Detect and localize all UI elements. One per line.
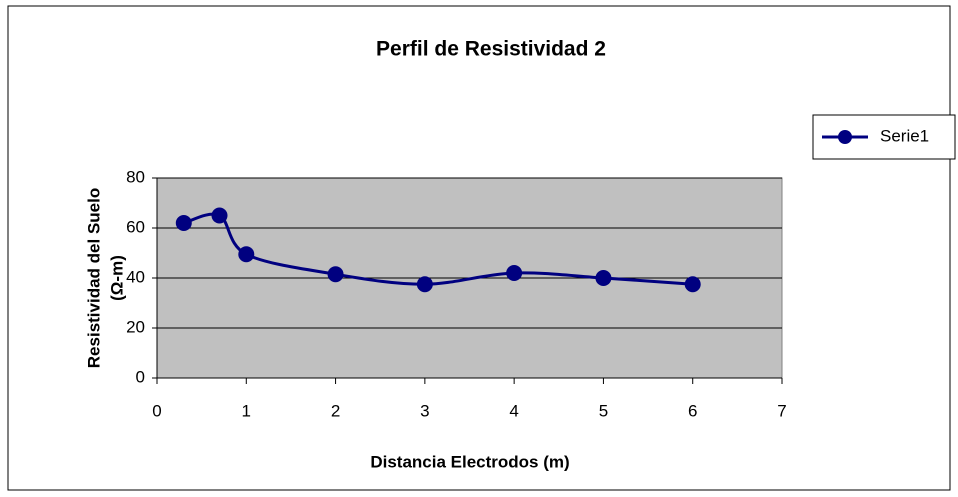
y-tick-label: 60 <box>126 217 145 236</box>
data-point <box>211 207 228 224</box>
chart-title: Perfil de Resistividad 2 <box>376 38 606 61</box>
data-point <box>416 276 433 293</box>
y-axis-label-line: Resistividad del Suelo <box>84 188 103 368</box>
y-tick-label: 40 <box>126 267 145 286</box>
y-tick-label: 0 <box>136 367 145 386</box>
y-axis-label-line: (Ω-m) <box>107 255 126 301</box>
legend-label: Serie1 <box>880 126 929 145</box>
y-tick-label: 20 <box>126 317 145 336</box>
y-axis-label: Resistividad del Suelo (Ω-m) <box>84 188 126 368</box>
data-point <box>595 270 612 286</box>
data-point <box>506 265 523 281</box>
data-point <box>327 266 344 283</box>
x-tick-label: 7 <box>777 401 786 420</box>
x-tick-label: 2 <box>331 401 340 420</box>
x-tick-label: 6 <box>688 401 697 420</box>
data-point <box>238 246 255 263</box>
x-tick-label: 5 <box>599 401 608 420</box>
data-point <box>684 276 701 293</box>
data-point <box>175 215 192 231</box>
y-tick-label: 80 <box>126 167 145 186</box>
x-axis-label: Distancia Electrodos (m) <box>370 452 569 471</box>
legend-marker <box>838 130 852 144</box>
x-tick-label: 1 <box>242 401 251 420</box>
x-tick-label: 4 <box>509 401 518 420</box>
x-tick-label: 0 <box>152 401 161 420</box>
x-tick-label: 3 <box>420 401 429 420</box>
